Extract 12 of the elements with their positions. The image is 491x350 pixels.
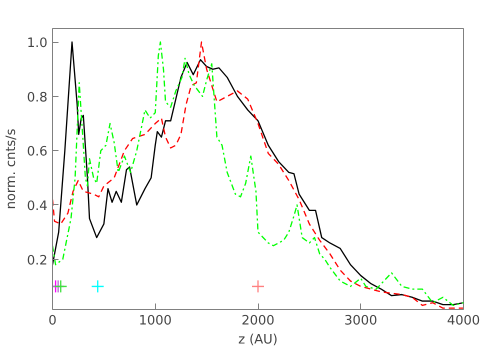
x-tick-label: 1000 xyxy=(138,314,172,328)
x-tick-label: 0 xyxy=(48,314,57,328)
x-axis-title: z (AU) xyxy=(238,332,278,348)
y-tick-label: 1.0 xyxy=(26,36,48,52)
y-tick-label: 0.6 xyxy=(26,144,48,160)
y-tick-label: 0.2 xyxy=(26,253,48,268)
y-axis-title: norm. cnts/s xyxy=(4,128,19,210)
y-tick-label: 0.4 xyxy=(26,198,48,214)
x-tick-label: 3000 xyxy=(344,314,378,328)
x-tick-label: 2000 xyxy=(241,314,275,328)
y-tick-label: 0.8 xyxy=(26,90,48,106)
x-tick-label: 4000 xyxy=(446,314,480,328)
